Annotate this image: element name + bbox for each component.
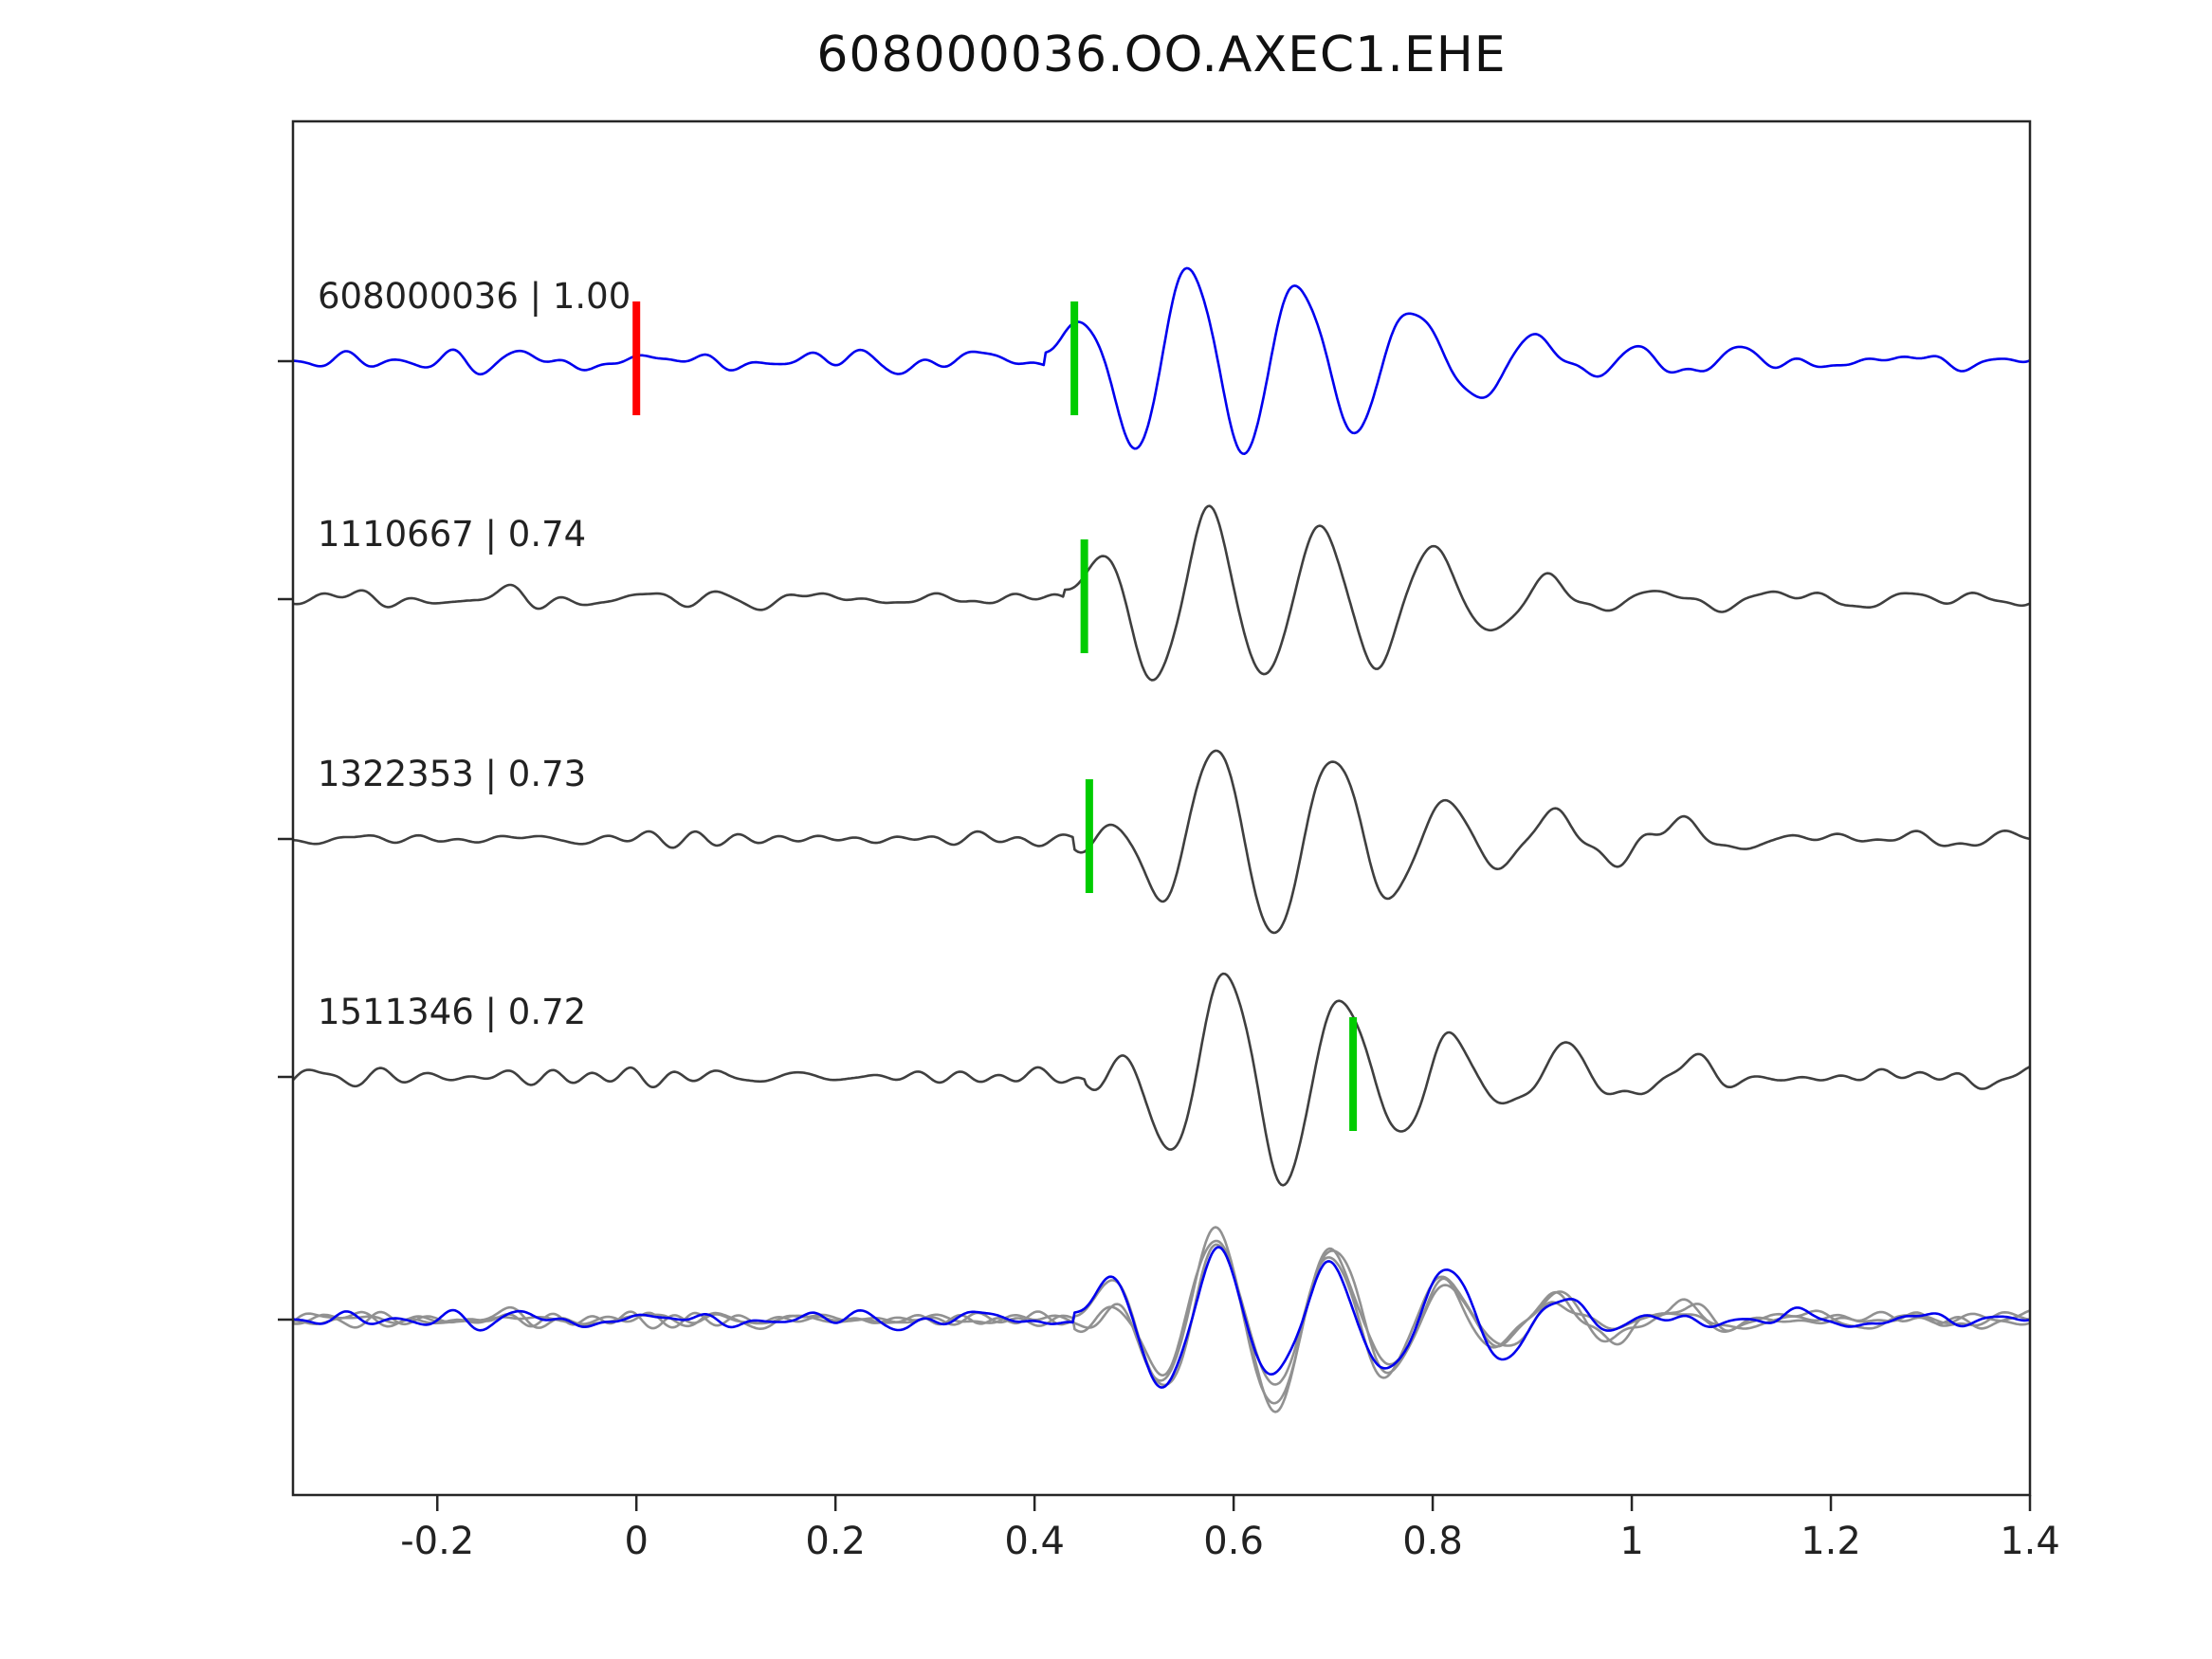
x-tick-label: 0.6	[1203, 1520, 1264, 1563]
x-tick-label: 1	[1619, 1520, 1643, 1563]
overlay-trace-1511346	[293, 1226, 2030, 1413]
x-tick-label: -0.2	[400, 1520, 474, 1563]
trace-label-1511346: 1511346 | 0.72	[318, 992, 586, 1032]
x-tick-label: 0.8	[1402, 1520, 1463, 1563]
waveform-trace-1322353	[293, 749, 2030, 935]
x-tick-label: 0.4	[1004, 1520, 1065, 1563]
waveform-trace-608000036	[293, 266, 2030, 456]
trace-label-608000036: 608000036 | 1.00	[318, 276, 631, 317]
waveform-trace-1511346	[293, 972, 2030, 1187]
plot-border	[291, 119, 2032, 1497]
page-title: 608000036.OO.AXEC1.EHE	[816, 27, 1507, 83]
x-tick-label: 1.4	[2000, 1520, 2060, 1563]
x-tick-label: 1.2	[1801, 1520, 1861, 1563]
waveform-trace-1110667	[293, 504, 2030, 682]
trace-label-1322353: 1322353 | 0.73	[318, 754, 586, 794]
x-tick-label: 0.2	[805, 1520, 866, 1563]
x-tick-label: 0	[624, 1520, 648, 1563]
trace-label-1110667: 1110667 | 0.74	[318, 514, 586, 555]
overlay-trace-608000036	[293, 1246, 2030, 1389]
overlay-trace-1322353	[293, 1239, 2030, 1405]
